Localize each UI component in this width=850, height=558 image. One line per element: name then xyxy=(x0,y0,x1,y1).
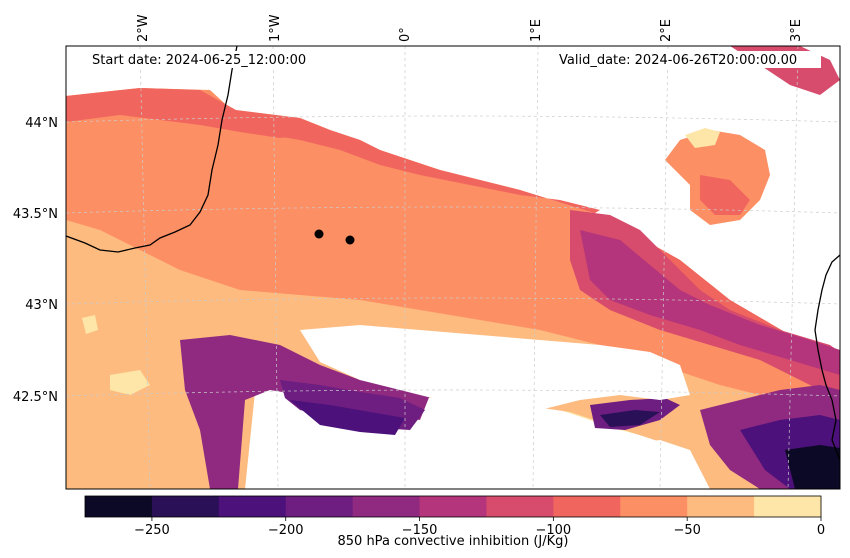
start-date-bg xyxy=(88,51,324,68)
cin-level-se-3 xyxy=(785,445,840,489)
point-1-marker xyxy=(314,229,324,239)
gridline-lat-3 xyxy=(66,297,840,305)
lon-label-5: 2°E xyxy=(659,19,674,42)
gridline-lon-2 xyxy=(272,46,279,489)
lon-label-3: 0° xyxy=(398,27,413,42)
lon-labels: 2°W 1°W 0° 1°E 2°E 3°E xyxy=(136,14,804,42)
colorbar-tick-label-4: −100 xyxy=(536,523,572,538)
cin-level-ne-4 xyxy=(685,128,720,148)
colorbar-bin-7 xyxy=(486,496,554,517)
colorbar-tick-label-6: 0 xyxy=(817,523,825,538)
cin-no-data-bottom xyxy=(440,418,710,489)
gridline-lat-2 xyxy=(66,206,840,214)
gridline-lon-1 xyxy=(139,46,151,489)
cin-level-coral-2 xyxy=(66,92,330,138)
gridline-lat-1 xyxy=(66,115,840,123)
colorbar-tick-label-5: −50 xyxy=(673,523,700,538)
map-panel: Start date: 2024-06-25_12:00:00 Valid_da… xyxy=(13,14,841,490)
gridline-lon-5 xyxy=(659,46,669,489)
lat-label-1: 44°N xyxy=(25,116,58,131)
lat-label-2: 43.5°N xyxy=(13,207,58,222)
coastline-mediterranean xyxy=(814,254,840,461)
lon-label-2: 1°W xyxy=(268,14,283,42)
colorbar-bin-1 xyxy=(85,496,153,517)
coastline-atlantic xyxy=(66,46,238,253)
map-frame xyxy=(65,45,841,490)
colorbar-bin-2 xyxy=(151,496,220,517)
colorbar-bin-4 xyxy=(285,496,354,517)
colorbar-bin-10 xyxy=(687,496,755,517)
lat-label-3: 43°N xyxy=(25,298,58,313)
cin-level-sw-1 xyxy=(180,335,430,489)
start-date-text: Start date: 2024-06-25_12:00:00 xyxy=(92,53,306,68)
colorbar-bin-6 xyxy=(419,496,487,517)
colorbar-tick-label-2: −200 xyxy=(268,523,304,538)
coastlines xyxy=(66,46,840,461)
lon-label-6: 3°E xyxy=(789,19,804,42)
cin-level-ne-2 xyxy=(700,175,750,215)
lat-label-4: 42.5°N xyxy=(13,390,58,405)
graticule xyxy=(66,46,840,489)
valid-date-text: Valid_date: 2024-06-26T20:00:00.00 xyxy=(559,53,797,68)
colorbar-bin-3 xyxy=(218,496,287,517)
lat-labels: 44°N 43.5°N 43°N 42.5°N xyxy=(13,116,58,405)
point-markers xyxy=(314,229,355,245)
cin-no-data-south xyxy=(300,325,690,415)
gridline-lon-6 xyxy=(787,46,799,489)
colorbar-frame xyxy=(84,495,822,518)
colorbar-bins xyxy=(85,496,822,517)
cin-level-yellow-2 xyxy=(82,315,98,334)
colorbar-tick-label-1: −250 xyxy=(134,523,170,538)
colorbar-bin-8 xyxy=(553,496,621,517)
lon-label-4: 1°E xyxy=(529,19,544,42)
valid-date-bg xyxy=(555,51,821,68)
colorbar-bin-5 xyxy=(352,496,421,517)
colorbar: −250 −200 −150 −100 −50 0 850 hPa convective … xyxy=(84,495,825,549)
cin-level-yellow-1 xyxy=(110,370,150,395)
cin-level-magenta xyxy=(580,230,840,375)
point-2-marker xyxy=(345,235,355,245)
colorbar-tick-label-3: −150 xyxy=(402,523,438,538)
colorbar-bin-9 xyxy=(620,496,688,517)
gridline-lat-4 xyxy=(66,389,840,397)
gridline-lon-4 xyxy=(532,46,539,489)
cin-level-se-5 xyxy=(600,410,660,427)
colorbar-label: 850 hPa convective inhibition (J/Kg) xyxy=(338,534,569,549)
cin-level-sw-3 xyxy=(290,400,405,435)
cin-level-orange xyxy=(66,88,840,420)
colorbar-bin-11 xyxy=(754,496,822,517)
colorbar-ticks: −250 −200 −150 −100 −50 0 xyxy=(134,517,825,538)
lon-label-1: 2°W xyxy=(136,14,151,42)
